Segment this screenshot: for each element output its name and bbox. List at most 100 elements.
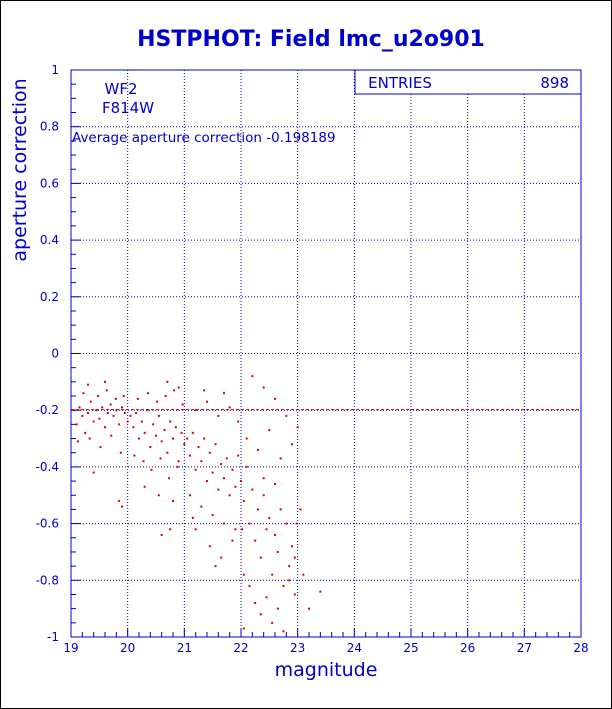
data-point [271, 621, 274, 624]
data-point [172, 499, 174, 502]
data-point [259, 613, 262, 616]
data-point [123, 412, 126, 415]
x-tick-label: 24 [347, 641, 362, 655]
data-point [285, 414, 288, 417]
data-point [174, 426, 177, 429]
data-point [132, 426, 135, 429]
data-point [122, 395, 125, 398]
data-point [237, 420, 240, 423]
data-point [274, 533, 276, 536]
data-point [194, 528, 197, 531]
data-point [288, 579, 291, 582]
y-tick-label: -1 [47, 630, 59, 644]
data-point [262, 494, 265, 497]
data-point [87, 412, 89, 415]
y-tick-label: -0.2 [36, 403, 59, 417]
data-point [101, 406, 104, 409]
data-point [104, 426, 106, 429]
data-point [160, 440, 163, 443]
x-tick-label: 20 [120, 641, 135, 655]
filter-label: F814W [102, 99, 154, 117]
x-tick-label: 21 [177, 641, 192, 655]
data-point [274, 397, 276, 400]
data-point [143, 431, 146, 434]
data-point [234, 485, 237, 488]
data-point [279, 457, 282, 460]
data-point [180, 431, 183, 434]
data-point [119, 451, 122, 454]
data-point [220, 463, 223, 466]
data-point [225, 457, 228, 460]
data-point [118, 423, 121, 426]
data-point [265, 596, 268, 599]
data-point [78, 406, 81, 409]
data-point [295, 522, 298, 525]
data-point [97, 395, 100, 398]
y-tick-label: 0.2 [40, 290, 59, 304]
data-point [143, 485, 146, 488]
data-point [200, 460, 203, 463]
data-point [135, 412, 138, 415]
data-points [72, 375, 322, 633]
data-point [223, 522, 225, 525]
data-point [228, 406, 231, 409]
data-point [211, 514, 214, 517]
data-point [106, 412, 109, 415]
average-annotation: Average aperture correction -0.198189 [72, 130, 336, 146]
data-point [214, 443, 217, 446]
data-point [241, 528, 244, 531]
data-point [276, 550, 279, 553]
data-point [296, 426, 299, 429]
data-point [308, 607, 310, 610]
data-point [282, 630, 285, 633]
data-point [95, 409, 98, 412]
data-point [159, 457, 162, 460]
data-point [152, 423, 155, 426]
data-point [211, 471, 214, 474]
data-point [98, 417, 101, 420]
data-point [259, 556, 262, 559]
data-point [168, 477, 171, 480]
data-point [242, 499, 245, 502]
data-point [163, 429, 166, 432]
data-point [293, 593, 296, 596]
x-tick-label: 22 [233, 641, 248, 655]
y-tick-label: 0.8 [40, 120, 59, 134]
data-point [282, 584, 285, 587]
x-tick-label: 25 [403, 641, 418, 655]
data-point [231, 539, 234, 542]
data-point [257, 448, 259, 451]
x-tick-label: 27 [517, 641, 532, 655]
data-point [237, 454, 240, 457]
x-tick-label: 28 [573, 641, 588, 655]
y-tick-label: 0.6 [40, 176, 59, 190]
data-point [138, 437, 140, 440]
data-point [234, 528, 237, 531]
data-point [245, 437, 248, 440]
data-point [279, 508, 282, 511]
y-tick-label: -0.6 [36, 517, 59, 531]
data-point [112, 414, 115, 417]
data-point [251, 488, 254, 491]
chart-title: HSTPHOT: Field lmc_u2o901 [137, 27, 485, 52]
data-point [285, 522, 288, 525]
data-point [129, 414, 132, 417]
axis-ticks: 19 20 21 22 23 24 25 26 27 28 1 0.8 0.6 0.4 0.2 0 -0.2 -0… [36, 63, 589, 655]
data-point [115, 409, 118, 412]
data-point [169, 528, 172, 531]
data-point [121, 406, 123, 409]
data-point [157, 414, 160, 417]
y-tick-label: -0.8 [36, 573, 59, 587]
data-point [87, 383, 89, 386]
data-point [293, 556, 296, 559]
data-point [262, 477, 265, 480]
data-point [231, 468, 234, 471]
data-point [302, 573, 305, 576]
data-point [177, 460, 180, 463]
data-point [223, 477, 225, 480]
x-tick-label: 26 [460, 641, 475, 655]
data-point [105, 389, 108, 392]
y-tick-label: 1 [51, 63, 59, 77]
data-point [140, 420, 143, 423]
data-point [166, 451, 169, 454]
